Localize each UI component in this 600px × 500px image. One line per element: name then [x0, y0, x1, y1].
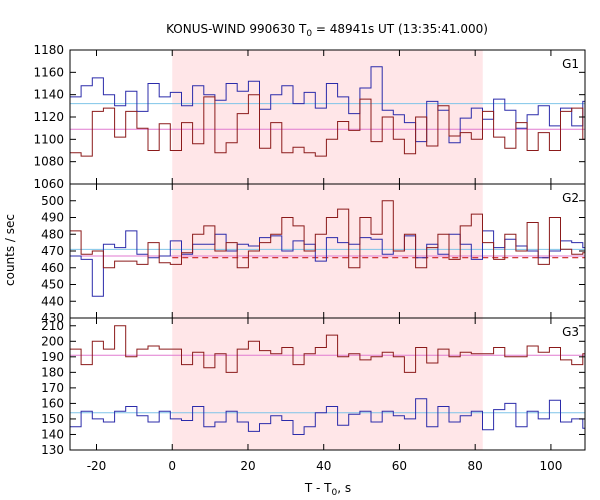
panel-g3-series-2: [70, 325, 585, 373]
panel-g2-ytick-label: 440: [41, 294, 64, 308]
shaded-interval-layer: [172, 50, 483, 450]
panel-g3-ytick-label: 140: [41, 427, 64, 441]
series-layer: [70, 66, 585, 435]
panel-g3-ytick-label: 150: [41, 412, 64, 426]
xtick-label: 100: [539, 459, 562, 473]
panel-g2-ytick-label: 450: [41, 278, 64, 292]
y-axis-label: counts / sec: [3, 214, 17, 286]
panel-g1-ytick-label: 1160: [33, 65, 64, 79]
panel-g3-frame: [69, 317, 586, 451]
panel-g2-series-2: [70, 200, 585, 269]
xtick-label: 80: [468, 459, 483, 473]
panel-g1-series-1: [70, 66, 585, 144]
panel-g3-ytick-label: 190: [41, 350, 64, 364]
tick-layer: 1060 1080 1100 1120 1140 1160 1180 G1 430 440 450 4…: [33, 43, 585, 473]
panel-g3-ytick-label: 200: [41, 334, 64, 348]
xtick-label: 20: [240, 459, 255, 473]
panel-g2-ytick-label: 490: [41, 211, 64, 225]
panel-g1-ytick-label: 1120: [33, 110, 64, 124]
panel-g3-ytick-label: 160: [41, 396, 64, 410]
panel-g3-ytick-label: 180: [41, 365, 64, 379]
panel-g2-ytick-label: 430: [41, 311, 64, 325]
panel-g2-ytick-label: 470: [41, 244, 64, 258]
x-axis-label: T - T0, s: [304, 481, 351, 498]
panel-g1-ytick-label: 1100: [33, 132, 64, 146]
xtick-label: 0: [168, 459, 176, 473]
panel-g2-label: G2: [562, 191, 579, 205]
panel-g1-label: G1: [562, 57, 579, 71]
xtick-label: -20: [87, 459, 107, 473]
panel-g3-shaded-interval: [172, 318, 483, 450]
panel-g3-ytick-label: 170: [41, 381, 64, 395]
panel-g3-ytick-label: 130: [41, 443, 64, 457]
panel-g3-label: G3: [562, 325, 579, 339]
panel-g1-ytick-label: 1140: [33, 88, 64, 102]
xtick-label: 40: [316, 459, 331, 473]
panel-g1-series-2: [70, 94, 585, 157]
xtick-label: 60: [392, 459, 407, 473]
panel-g1-ytick-label: 1180: [33, 43, 64, 57]
panel-g2-ytick-label: 460: [41, 261, 64, 275]
panel-g2-ytick-label: 480: [41, 227, 64, 241]
chart-title: KONUS-WIND 990630 T0 = 48941s UT (13:35:…: [166, 22, 488, 39]
panel-g2-ytick-label: 500: [41, 194, 64, 208]
panel-g3-series-1: [70, 398, 585, 435]
panel-g1-shaded-interval: [172, 50, 483, 184]
panel-g1-ytick-label: 1060: [33, 177, 64, 191]
panel-g3-ytick-label: 210: [41, 319, 64, 333]
panel-g1-ytick-label: 1080: [33, 155, 64, 169]
